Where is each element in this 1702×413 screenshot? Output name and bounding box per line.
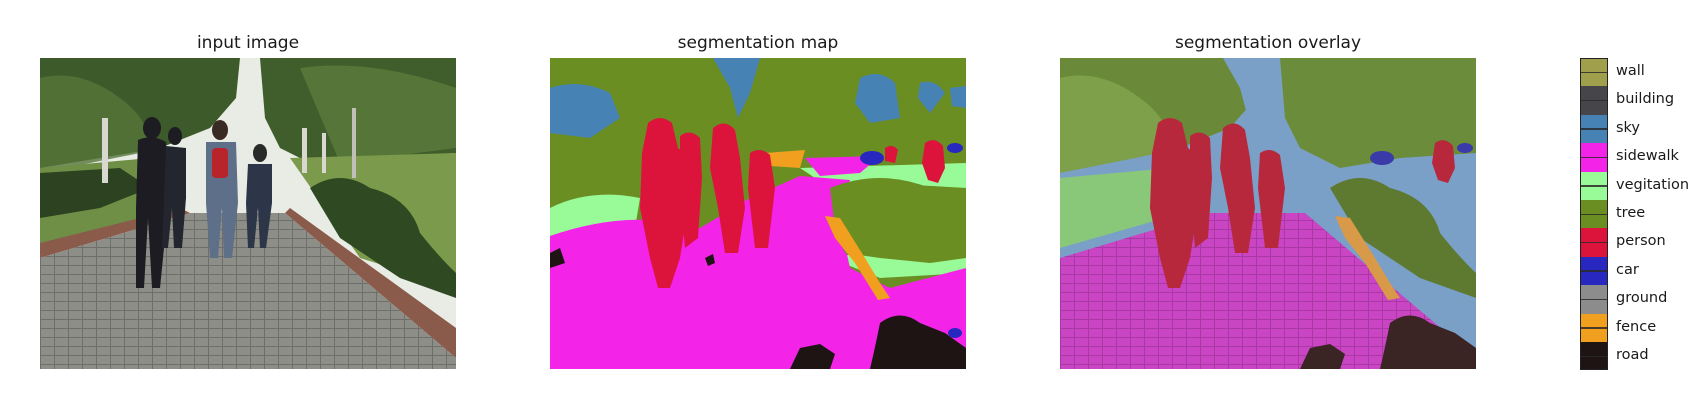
segmentation-overlay-title: segmentation overlay bbox=[1174, 33, 1362, 53]
legend-swatch bbox=[1580, 86, 1608, 115]
legend-swatch bbox=[1580, 228, 1608, 257]
legend-label: fence bbox=[1616, 318, 1657, 335]
legend-item-ground: ground bbox=[1580, 285, 1700, 314]
legend-label: sidewalk bbox=[1616, 148, 1679, 165]
segmentation-map-title: segmentation map bbox=[677, 33, 839, 53]
legend-item-fence: fence bbox=[1580, 313, 1700, 342]
legend-item-building: building bbox=[1580, 86, 1700, 115]
legend-swatch bbox=[1580, 200, 1608, 229]
segmentation-map bbox=[550, 58, 966, 369]
legend-label: person bbox=[1616, 233, 1666, 250]
segmentation-overlay bbox=[1060, 58, 1476, 369]
legend-swatch bbox=[1580, 313, 1608, 342]
legend-item-vegitation: vegitation bbox=[1580, 171, 1700, 200]
legend-item-sidewalk: sidewalk bbox=[1580, 143, 1700, 172]
legend-label: road bbox=[1616, 347, 1649, 363]
legend-label: building bbox=[1616, 91, 1675, 108]
legend-swatch bbox=[1580, 285, 1608, 314]
legend-item-tree: tree bbox=[1580, 200, 1700, 229]
legend-label: tree bbox=[1616, 205, 1646, 221]
legend-label: vegitation bbox=[1616, 176, 1690, 193]
legend-item-wall: wall bbox=[1580, 58, 1700, 87]
legend-label: sky bbox=[1616, 119, 1641, 136]
legend-swatch bbox=[1580, 342, 1608, 371]
legend-item-person: person bbox=[1580, 228, 1700, 257]
legend-swatch bbox=[1580, 114, 1608, 144]
input-image-title: input image bbox=[196, 33, 300, 53]
legend-item-sky: sky bbox=[1580, 114, 1700, 144]
legend-swatch bbox=[1580, 58, 1608, 87]
legend-swatch bbox=[1580, 256, 1608, 286]
legend-swatch bbox=[1580, 171, 1608, 200]
input-image bbox=[40, 58, 456, 369]
legend-swatch bbox=[1580, 143, 1608, 172]
legend-item-car: car bbox=[1580, 256, 1700, 286]
legend-item-road: road bbox=[1580, 342, 1700, 371]
legend-label: car bbox=[1616, 261, 1639, 278]
legend-label: wall bbox=[1616, 63, 1645, 79]
legend-label: ground bbox=[1616, 290, 1668, 307]
